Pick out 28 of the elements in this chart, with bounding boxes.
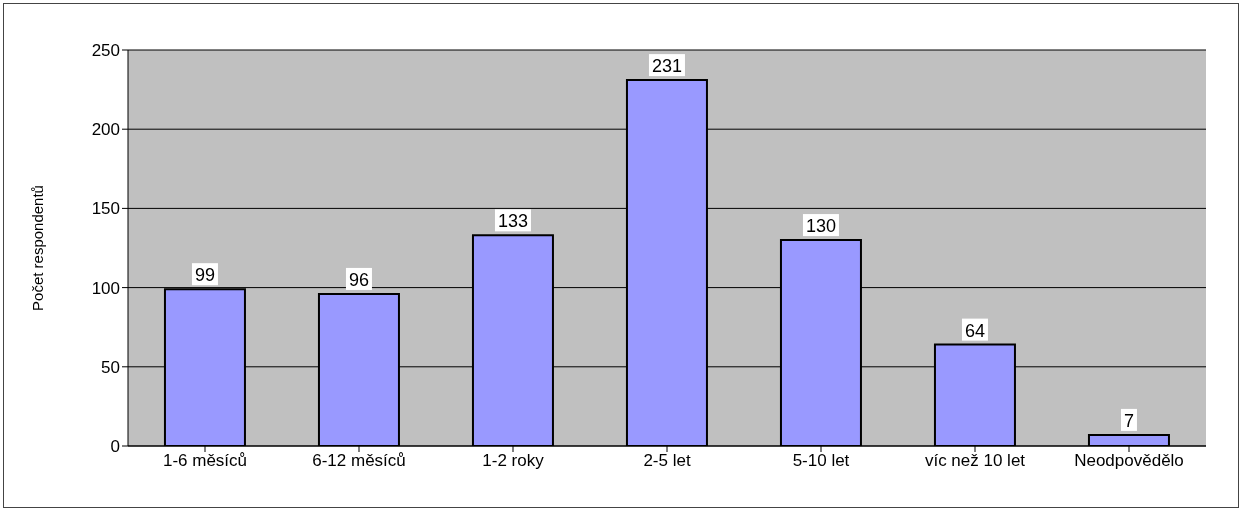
y-tick-label: 0	[110, 437, 120, 457]
bar	[163, 288, 246, 446]
y-tick-label: 150	[91, 199, 120, 219]
x-tick-label: Neodpovědělo	[1074, 451, 1184, 471]
bar	[625, 79, 708, 446]
bar	[933, 343, 1016, 446]
data-label: 133	[497, 211, 528, 232]
data-label: 99	[194, 265, 215, 286]
data-label: 231	[651, 56, 682, 77]
x-tick-label: 1-2 roky	[482, 451, 545, 471]
data-label: 7	[1123, 410, 1134, 431]
y-axis-title: Počet respondentů	[29, 185, 47, 311]
x-tick-label: víc než 10 let	[924, 451, 1026, 471]
data-label: 64	[964, 320, 985, 341]
data-label: 130	[805, 216, 836, 237]
y-tick-label: 200	[91, 120, 120, 140]
bar	[1087, 433, 1170, 446]
data-label: 96	[348, 269, 369, 290]
y-tick-label: 250	[91, 41, 120, 61]
bar	[471, 234, 554, 446]
bar	[779, 239, 862, 446]
y-tick-label: 50	[101, 357, 120, 377]
x-tick-label: 6-12 měsíců	[312, 451, 406, 471]
x-tick-label: 1-6 měsíců	[162, 451, 248, 471]
x-tick-label: 2-5 let	[643, 451, 691, 471]
y-tick-label: 100	[91, 278, 120, 298]
bar	[317, 292, 400, 446]
x-tick-label: 5-10 let	[792, 451, 850, 471]
